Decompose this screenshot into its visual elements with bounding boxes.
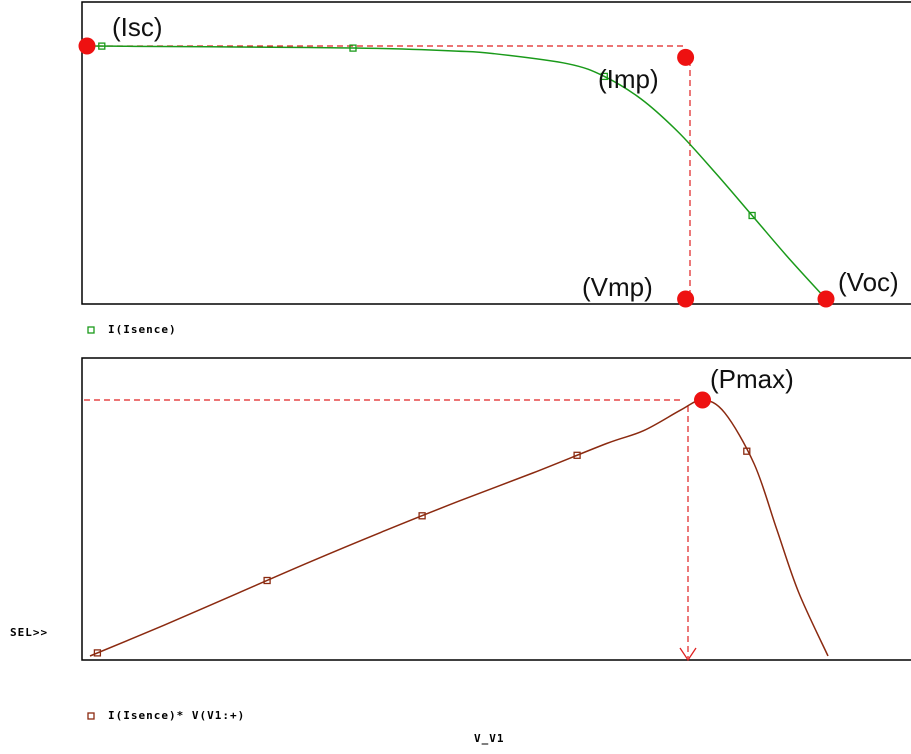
pv-marker-2 — [418, 512, 426, 520]
iv-legend: I(Isence) — [87, 323, 177, 336]
vmp-point — [677, 290, 695, 308]
legend-label-power: I(Isence)* V(V1:+) — [108, 709, 245, 722]
iv-marker-0 — [98, 42, 106, 50]
pv-guides — [84, 399, 697, 662]
iv-marker-1 — [349, 44, 357, 52]
sel-cursor-label[interactable]: SEL>> — [10, 626, 48, 639]
legend-marker-i-isence — [87, 326, 95, 334]
pv-marker-3 — [573, 451, 581, 459]
annotation-imp: (Imp) — [598, 64, 659, 94]
iv-marker-3 — [748, 211, 756, 220]
imp-point — [677, 48, 695, 66]
iv-plot-frame — [81, 1, 911, 305]
iv-marker-2 — [600, 72, 608, 81]
annotation-voc: (Voc) — [838, 267, 899, 297]
pmax-guide-arrowhead — [679, 647, 697, 662]
series-line-i-isence — [86, 45, 827, 300]
annotation-pmax: (Pmax) — [710, 364, 794, 394]
pv-legend: I(Isence)* V(V1:+) — [87, 709, 245, 722]
series-markers-power — [93, 447, 751, 657]
pv-plot-frame — [81, 357, 911, 661]
pv-marker-0 — [93, 649, 102, 657]
legend-label-i-isence: I(Isence) — [108, 323, 177, 336]
iv-annotations: (Isc) (Imp) (Vmp) (Voc) — [112, 12, 899, 302]
pmax-point — [694, 391, 711, 409]
pv-marker-4 — [743, 447, 751, 455]
iv-curve-chart: (Isc) (Imp) (Vmp) (Voc) I(Isence) — [78, 1, 911, 336]
voc-point — [817, 290, 835, 308]
annotation-vmp: (Vmp) — [582, 272, 653, 302]
iv-guides — [87, 45, 691, 300]
annotation-isc: (Isc) — [112, 12, 163, 42]
pv-marker-1 — [263, 576, 271, 585]
iv-key-points — [78, 37, 835, 308]
legend-marker-power — [87, 712, 95, 720]
series-markers-i-isence — [98, 42, 756, 220]
sel-label[interactable]: SEL>> — [10, 626, 48, 639]
isc-point — [78, 37, 96, 55]
series-line-power — [89, 399, 829, 657]
pv-curve-chart: (Pmax) SEL>> I(Isence)* V(V1:+) V_V1 — [10, 357, 911, 745]
x-axis-label: V_V1 — [474, 732, 505, 745]
